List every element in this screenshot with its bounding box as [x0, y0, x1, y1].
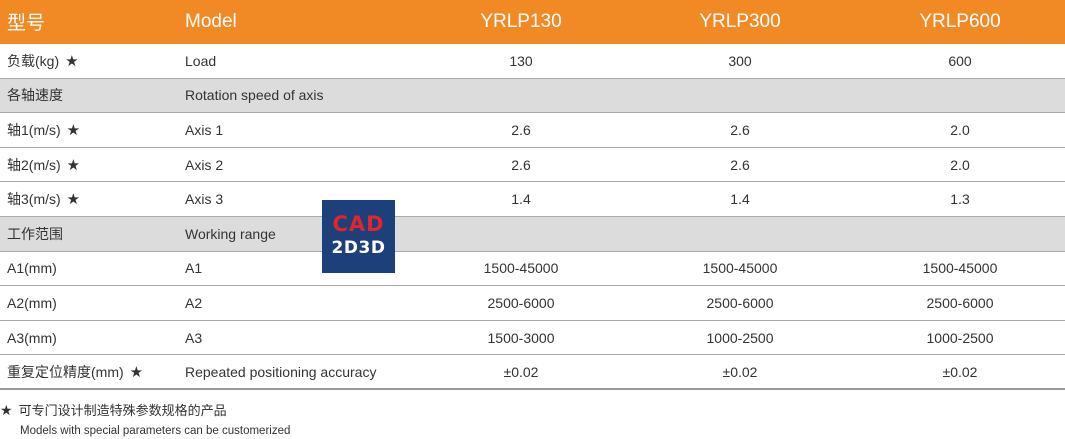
- footnote: ★ 可专门设计制造特殊参数规格的产品 Models with special pa…: [0, 400, 290, 437]
- model-name: YRLP300: [699, 10, 781, 32]
- row-label-cn-text: 轴2(m/s): [7, 156, 61, 173]
- value-cell: 2.6: [511, 156, 531, 173]
- row-values: 2500-6000 2500-6000 2500-6000: [476, 286, 1065, 320]
- value-cell: 2500-6000: [487, 294, 555, 311]
- row-label-cn-text: 轴1(m/s): [7, 121, 61, 138]
- value-cell: 1500-45000: [922, 260, 998, 277]
- row-label-cn-text: 工作范围: [7, 225, 63, 242]
- row-values: 1.4 1.4 1.3: [476, 182, 1065, 216]
- value-cell: 1500-45000: [483, 260, 559, 277]
- table-body: 负载(kg) ★ Load 130 300 600 各轴速度 Rotation speed o…: [0, 44, 1065, 390]
- table-header-row: 型号 Model YRLP130 YRLP300 YRLP600: [0, 0, 1065, 44]
- value-cell: 1.4: [730, 191, 750, 208]
- table-row: 轴1(m/s) ★ Axis 1 2.6 2.6 2.0: [0, 113, 1065, 148]
- row-values: ±0.02 ±0.02 ±0.02: [476, 355, 1065, 388]
- value-cell: 2500-6000: [706, 294, 774, 311]
- row-label-cn: 重复定位精度(mm) ★: [0, 362, 176, 382]
- value-cell: 1000-2500: [926, 329, 994, 346]
- model-name: YRLP130: [480, 10, 562, 32]
- row-label-cn: 轴3(m/s) ★: [0, 189, 176, 209]
- row-label-cn: 各轴速度: [0, 85, 176, 105]
- table-row: 重复定位精度(mm) ★ Repeated positioning accuracy…: [0, 355, 1065, 390]
- row-label-cn: 轴2(m/s) ★: [0, 155, 176, 175]
- spec-table: 型号 Model YRLP130 YRLP300 YRLP600 负载(kg) ★…: [0, 0, 1065, 390]
- row-label-cn: A2(mm): [0, 295, 176, 311]
- row-label-cn-text: A1(mm): [7, 260, 57, 277]
- table-row: 轴3(m/s) ★ Axis 3 1.4 1.4 1.3: [0, 182, 1065, 217]
- star-icon: ★: [66, 121, 81, 139]
- footnote-en-text: Models with special parameters can be cu…: [20, 425, 291, 437]
- row-label-cn-text: 负载(kg): [7, 52, 60, 69]
- row-label-cn-text: 轴3(m/s): [7, 191, 61, 208]
- row-label-cn-text: A2(mm): [7, 294, 57, 311]
- value-cell: 2.6: [511, 121, 531, 138]
- row-label-cn: 轴1(m/s) ★: [0, 120, 176, 140]
- table-row: A1(mm) A1 1500-45000 1500-45000 1500-45000: [0, 251, 1065, 287]
- row-values: 1500-45000 1500-45000 1500-45000: [476, 252, 1065, 286]
- table-row: 轴2(m/s) ★ Axis 2 2.6 2.6 2.0: [0, 147, 1065, 183]
- row-label-en: Load: [185, 52, 217, 69]
- value-cell: 300: [728, 52, 752, 69]
- row-label-cn: A3(mm): [0, 330, 176, 346]
- header-models: YRLP130 YRLP300 YRLP600: [476, 0, 1065, 43]
- row-label-cn-text: A3(mm): [7, 329, 57, 346]
- logo-text-top: CAD: [332, 212, 385, 236]
- row-label-en: A3: [185, 329, 203, 346]
- star-icon: ★: [129, 363, 144, 381]
- row-label-en: A1: [185, 260, 203, 277]
- table-row: 负载(kg) ★ Load 130 300 600: [0, 44, 1065, 79]
- value-cell: 2.0: [950, 121, 970, 138]
- row-label-cn-text: 重复定位精度(mm): [7, 363, 124, 380]
- star-icon: ★: [66, 156, 81, 174]
- value-cell: ±0.02: [942, 363, 978, 380]
- row-label-en: Rotation speed of axis: [185, 87, 324, 104]
- model-name: YRLP600: [919, 10, 1001, 32]
- value-cell: 600: [948, 52, 972, 69]
- row-label-en: Working range: [185, 225, 276, 242]
- star-icon: ★: [0, 402, 13, 418]
- row-label-en: A2: [185, 294, 203, 311]
- row-values: 1500-3000 1000-2500 1000-2500: [476, 321, 1065, 355]
- row-values: 2.6 2.6 2.0: [476, 148, 1065, 182]
- footnote-cn-line: ★ 可专门设计制造特殊参数规格的产品: [0, 400, 290, 419]
- row-label-en: Axis 1: [185, 121, 224, 138]
- row-values: 130 300 600: [476, 44, 1065, 78]
- value-cell: 1500-45000: [702, 260, 778, 277]
- row-values: [476, 79, 1065, 113]
- star-icon: ★: [65, 52, 79, 70]
- footnote-cn-text: 可专门设计制造特殊参数规格的产品: [18, 403, 227, 418]
- row-label-en: Axis 3: [185, 191, 224, 208]
- header-label-en: Model: [185, 10, 237, 32]
- row-label-cn: A1(mm): [0, 260, 176, 276]
- value-cell: 2.0: [950, 156, 970, 173]
- value-cell: 1.3: [950, 191, 970, 208]
- header-label-cn: 型号: [7, 13, 46, 34]
- value-cell: 1000-2500: [706, 329, 774, 346]
- logo-text-bottom: 2D3D: [331, 238, 386, 258]
- row-values: 2.6 2.6 2.0: [476, 113, 1065, 147]
- row-label-cn-text: 各轴速度: [7, 87, 63, 104]
- row-label-cn: 负载(kg) ★: [0, 51, 176, 71]
- value-cell: 2.6: [730, 156, 750, 173]
- value-cell: 1500-3000: [487, 329, 555, 346]
- cad-2d3d-logo: CAD 2D3D: [322, 200, 395, 273]
- row-label-cn: 工作范围: [0, 224, 176, 244]
- row-label-en: Axis 2: [185, 156, 224, 173]
- section-row: 各轴速度 Rotation speed of axis: [0, 78, 1065, 114]
- table-row: A2(mm) A2 2500-6000 2500-6000 2500-6000: [0, 286, 1065, 321]
- row-label-en: Repeated positioning accuracy: [185, 363, 377, 380]
- value-cell: ±0.02: [503, 363, 539, 380]
- value-cell: ±0.02: [722, 363, 758, 380]
- value-cell: 2500-6000: [926, 294, 994, 311]
- row-values: [476, 217, 1065, 251]
- section-row: 工作范围 Working range: [0, 216, 1065, 252]
- star-icon: ★: [66, 191, 81, 209]
- value-cell: 130: [509, 52, 533, 69]
- value-cell: 1.4: [511, 191, 531, 208]
- value-cell: 2.6: [730, 121, 750, 138]
- table-row: A3(mm) A3 1500-3000 1000-2500 1000-2500: [0, 320, 1065, 356]
